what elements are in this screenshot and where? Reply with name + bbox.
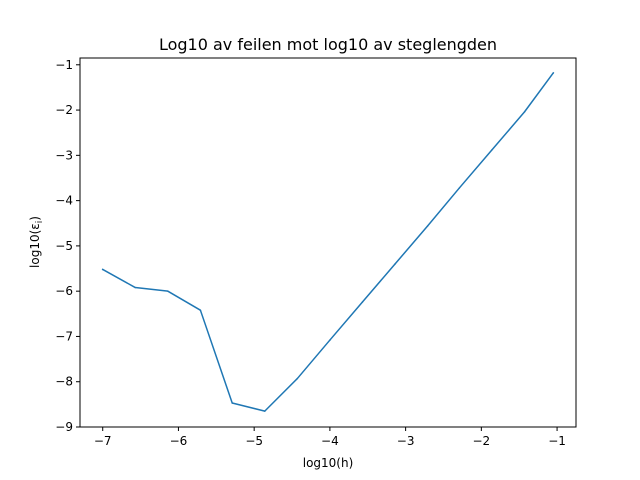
y-axis: −9 −8 −7 −6 −5 −4 −3 −2 −1	[55, 58, 80, 434]
x-tick-label: −5	[245, 434, 263, 448]
y-tick-label: −8	[55, 375, 73, 389]
data-point	[458, 187, 461, 189]
data-point	[199, 309, 202, 311]
y-axis-label-main: log10(ε	[28, 223, 42, 268]
data-point	[361, 301, 364, 303]
plot-frame	[79, 57, 577, 428]
data-point	[264, 410, 266, 412]
y-tick-label: −3	[55, 148, 73, 162]
y-axis-label: log10(εi)	[28, 216, 45, 268]
x-tick-label: −2	[472, 434, 490, 448]
data-point	[329, 339, 331, 341]
x-axis-label: log10(h)	[303, 456, 354, 470]
x-tick-label: −7	[94, 434, 112, 448]
data-point	[491, 149, 493, 151]
y-tick-label: −2	[55, 103, 73, 117]
x-tick-label: −3	[397, 434, 415, 448]
y-axis-label-suffix: )	[28, 216, 42, 221]
y-tick-label: −4	[55, 194, 73, 208]
y-tick-label: −5	[55, 239, 73, 253]
data-point	[231, 402, 233, 404]
data-point	[167, 290, 169, 292]
y-tick-label: −1	[55, 58, 73, 72]
x-tick-label: −1	[548, 434, 566, 448]
x-tick-label: −6	[170, 434, 188, 448]
data-point	[134, 286, 137, 289]
x-axis: −7 −6 −5 −4 −3 −2 −1	[94, 427, 566, 448]
x-tick-label: −4	[321, 434, 339, 448]
y-tick-label: −9	[55, 420, 73, 434]
data-point	[394, 263, 396, 265]
data-point	[101, 268, 104, 271]
y-axis-label-subscript: i	[35, 221, 45, 224]
chart-title: Log10 av feilen mot log10 av steglengden	[159, 35, 497, 54]
series-layer	[101, 71, 555, 412]
y-tick-label: −6	[55, 284, 73, 298]
data-point	[523, 111, 526, 113]
y-tick-label: −7	[55, 329, 73, 343]
data-point	[426, 225, 429, 227]
data-point	[296, 377, 299, 380]
data-point	[552, 72, 555, 74]
